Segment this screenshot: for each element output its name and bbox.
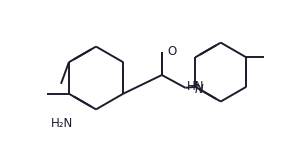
Text: O: O bbox=[168, 45, 177, 58]
Text: H₂N: H₂N bbox=[50, 117, 73, 130]
Text: N: N bbox=[194, 83, 203, 96]
Text: HN: HN bbox=[187, 80, 205, 93]
